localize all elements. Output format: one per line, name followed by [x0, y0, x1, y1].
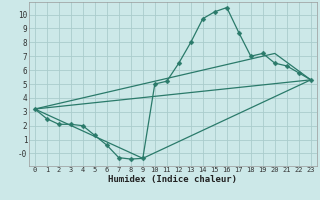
X-axis label: Humidex (Indice chaleur): Humidex (Indice chaleur): [108, 175, 237, 184]
